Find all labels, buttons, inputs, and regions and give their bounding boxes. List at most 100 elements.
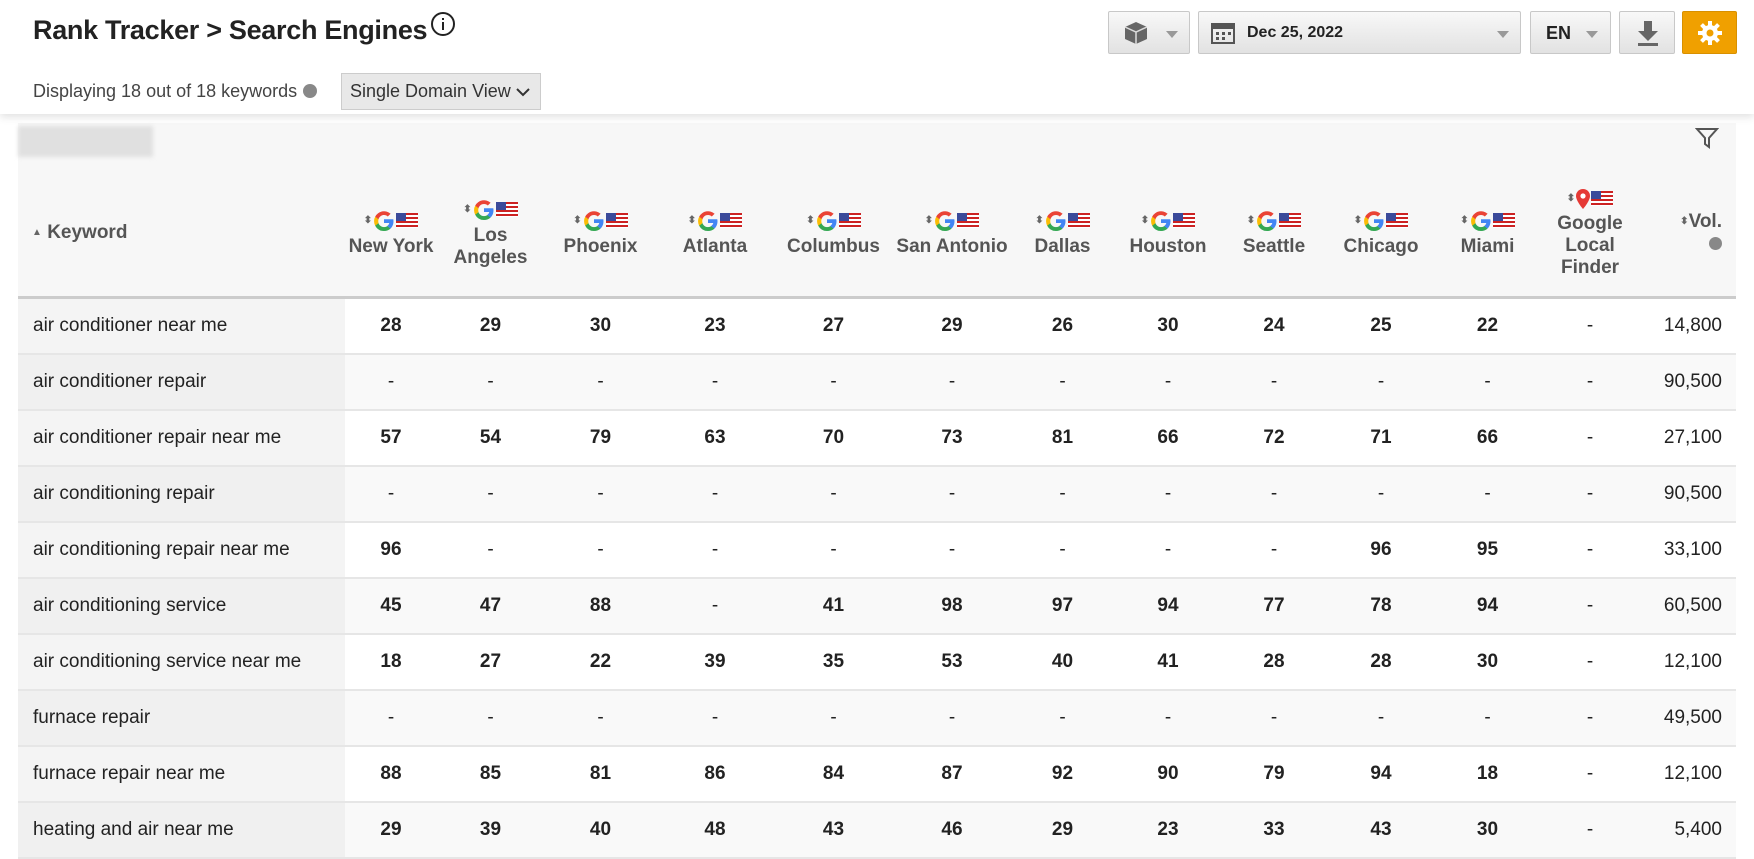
volume-cell: 49,500 xyxy=(1640,690,1736,747)
caret xyxy=(1497,31,1509,38)
rank-cell: - xyxy=(657,522,773,579)
sort-icon: ⬍ xyxy=(1680,215,1689,227)
column-header[interactable]: ⬍ Miami xyxy=(1435,170,1540,299)
header-label: Columbus xyxy=(787,235,880,257)
rank-cell: - xyxy=(437,466,544,523)
rank-cell: - xyxy=(544,690,657,747)
title-text: Rank Tracker > Search Engines xyxy=(33,15,428,45)
rank-cell: 30 xyxy=(544,297,657,355)
rank-cell: 66 xyxy=(1115,410,1221,467)
rank-cell: - xyxy=(1221,690,1327,747)
rank-cell: - xyxy=(1540,634,1640,691)
rank-cell: - xyxy=(773,690,894,747)
keyword-row: air conditioner near me 28 29 30 23 27 29 26 30 2… xyxy=(18,297,1736,355)
header-label: Miami xyxy=(1460,235,1515,257)
project-button[interactable] xyxy=(1108,11,1190,54)
page-title: Rank Tracker > Search Engines xyxy=(33,12,456,46)
rank-cell: 94 xyxy=(1435,578,1540,635)
rank-cell: 84 xyxy=(773,746,894,803)
volume-cell: 14,800 xyxy=(1640,297,1736,355)
rank-cell: - xyxy=(1221,466,1327,523)
column-header[interactable]: ▲ Keyword xyxy=(18,170,345,299)
keyword-cell: furnace repair xyxy=(18,690,345,747)
rank-cell: 77 xyxy=(1221,578,1327,635)
rank-cell: 30 xyxy=(1115,297,1221,355)
rank-cell: - xyxy=(1115,522,1221,579)
rank-cell: - xyxy=(657,466,773,523)
language-button[interactable]: EN xyxy=(1530,11,1611,54)
column-header[interactable]: ⬍ Columbus xyxy=(773,170,894,299)
rank-cell: 22 xyxy=(1435,297,1540,355)
column-header[interactable]: ⬍ Google Local Finder xyxy=(1540,170,1640,299)
engine-icons: ⬍ xyxy=(1329,209,1433,233)
engine-icons: ⬍ xyxy=(896,209,1008,233)
engine-icons: ⬍ xyxy=(439,198,542,222)
column-header[interactable]: ⬍ Phoenix xyxy=(544,170,657,299)
download-button[interactable] xyxy=(1619,11,1675,54)
engine-icons: ⬍ xyxy=(347,209,435,233)
engine-icons: ⬍ xyxy=(1437,209,1538,233)
engine-icons: ⬍ xyxy=(1223,209,1325,233)
rank-cell: 70 xyxy=(773,410,894,467)
rank-cell: 63 xyxy=(657,410,773,467)
keyword-row: air conditioner repair near me 57 54 79 63 70… xyxy=(18,410,1736,467)
rank-cell: 30 xyxy=(1435,634,1540,691)
keyword-row: air conditioning service 45 47 88-41 98 97 94 7… xyxy=(18,578,1736,635)
rank-cell: - xyxy=(544,354,657,411)
rank-cell: - xyxy=(1540,522,1640,579)
column-header[interactable]: ⬍ San Antonio xyxy=(894,170,1010,299)
rank-cell: 88 xyxy=(345,746,437,803)
rank-cell: 41 xyxy=(1115,634,1221,691)
rank-cell: 88 xyxy=(544,578,657,635)
date-picker[interactable]: Dec 25, 2022 xyxy=(1198,11,1521,54)
engine-icons: ⬍ xyxy=(1117,209,1219,233)
rank-cell: - xyxy=(437,690,544,747)
rank-cell: - xyxy=(1115,466,1221,523)
column-header[interactable]: ⬍ New York xyxy=(345,170,437,299)
rank-cell: 28 xyxy=(1327,634,1435,691)
column-header[interactable]: ⬍ Chicago xyxy=(1327,170,1435,299)
rank-cell: - xyxy=(894,466,1010,523)
rank-cell: 28 xyxy=(345,297,437,355)
column-header[interactable]: ⬍ Seattle xyxy=(1221,170,1327,299)
rank-cell: 18 xyxy=(345,634,437,691)
column-header[interactable]: ⬍ Los Angeles xyxy=(437,170,544,299)
rank-cell: 81 xyxy=(1010,410,1115,467)
rank-cell: - xyxy=(1435,354,1540,411)
keyword-cell: air conditioner repair near me xyxy=(18,410,345,467)
engine-icons: ⬍ xyxy=(546,209,655,233)
volume-cell: 12,100 xyxy=(1640,746,1736,803)
rank-cell: - xyxy=(773,466,894,523)
view-dropdown[interactable]: Single Domain View xyxy=(341,73,541,110)
keyword-cell: air conditioner near me xyxy=(18,297,345,355)
rank-cell: - xyxy=(1540,802,1640,859)
language-label: EN xyxy=(1546,23,1572,43)
rank-cell: - xyxy=(1327,466,1435,523)
column-header[interactable]: ⬍Vol. xyxy=(1640,170,1736,299)
help-icon[interactable] xyxy=(1709,237,1722,250)
settings-button[interactable] xyxy=(1682,11,1737,54)
filter-icon[interactable] xyxy=(1695,126,1719,150)
calendar-icon xyxy=(1211,23,1235,44)
column-header[interactable]: ⬍ Atlanta xyxy=(657,170,773,299)
keyword-row: air conditioner repair - - - - - - - - - - - -90,500 xyxy=(18,354,1736,411)
top-bar: Rank Tracker > Search Engines Displaying… xyxy=(0,0,1754,114)
rank-cell: - xyxy=(657,578,773,635)
rank-cell: 97 xyxy=(1010,578,1115,635)
column-header[interactable]: ⬍ Houston xyxy=(1115,170,1221,299)
info-icon[interactable] xyxy=(431,12,456,36)
help-icon[interactable] xyxy=(303,84,318,98)
rank-cell: 18 xyxy=(1435,746,1540,803)
rank-cell: - xyxy=(1327,690,1435,747)
rank-cell: - xyxy=(1540,746,1640,803)
rank-cell: 28 xyxy=(1221,634,1327,691)
blurred-domain xyxy=(18,126,153,157)
column-header[interactable]: ⬍ Dallas xyxy=(1010,170,1115,299)
rank-cell: 95 xyxy=(1435,522,1540,579)
keyword-row: air conditioning service near me 18 27 22 39… xyxy=(18,634,1736,691)
rank-cell: 90 xyxy=(1115,746,1221,803)
rank-cell: 71 xyxy=(1327,410,1435,467)
rank-cell: 66 xyxy=(1435,410,1540,467)
rank-cell: 43 xyxy=(773,802,894,859)
keyword-cell: air conditioning service xyxy=(18,578,345,635)
